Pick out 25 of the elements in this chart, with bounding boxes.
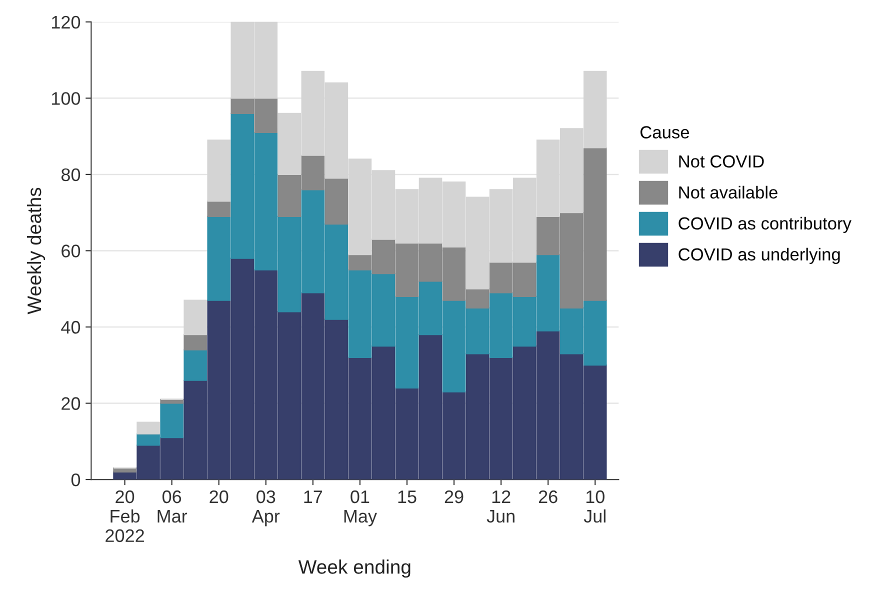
- y-tick-label: 20: [62, 397, 80, 410]
- x-tick-label: 29: [444, 490, 464, 504]
- y-tick-label: 100: [52, 92, 80, 105]
- x-tick-label: 03 Apr: [252, 490, 280, 526]
- y-tick-label: 0: [71, 473, 80, 486]
- y-tick-label: 80: [61, 168, 80, 182]
- legend-label: COVID as underlying: [678, 248, 840, 264]
- x-tick-label: 12 Jun: [486, 490, 514, 523]
- y-tick-label: 40: [61, 320, 80, 334]
- y-axis-title: Weekly deaths: [26, 188, 46, 314]
- y-tick-label: 120: [52, 16, 80, 29]
- legend-label: COVID as contributory: [678, 216, 852, 234]
- legend-label: Not available: [679, 186, 778, 199]
- x-axis-title: Week ending: [298, 560, 410, 578]
- x-tick-label: 26: [538, 490, 558, 504]
- x-tick-label: 01 May: [344, 490, 377, 526]
- x-tick-label: 20 Feb 2022: [106, 490, 144, 542]
- x-tick-label: 15: [398, 490, 416, 504]
- x-tick-label: 06 Mar: [158, 490, 188, 523]
- y-tick-label: 60: [62, 244, 80, 258]
- x-tick-label: 10 Jul: [584, 490, 606, 523]
- legend-title: Cause: [640, 126, 690, 138]
- x-tick-label: 17: [304, 490, 322, 504]
- legend-label: Not COVID: [679, 155, 764, 168]
- x-tick-label: 20: [210, 490, 228, 504]
